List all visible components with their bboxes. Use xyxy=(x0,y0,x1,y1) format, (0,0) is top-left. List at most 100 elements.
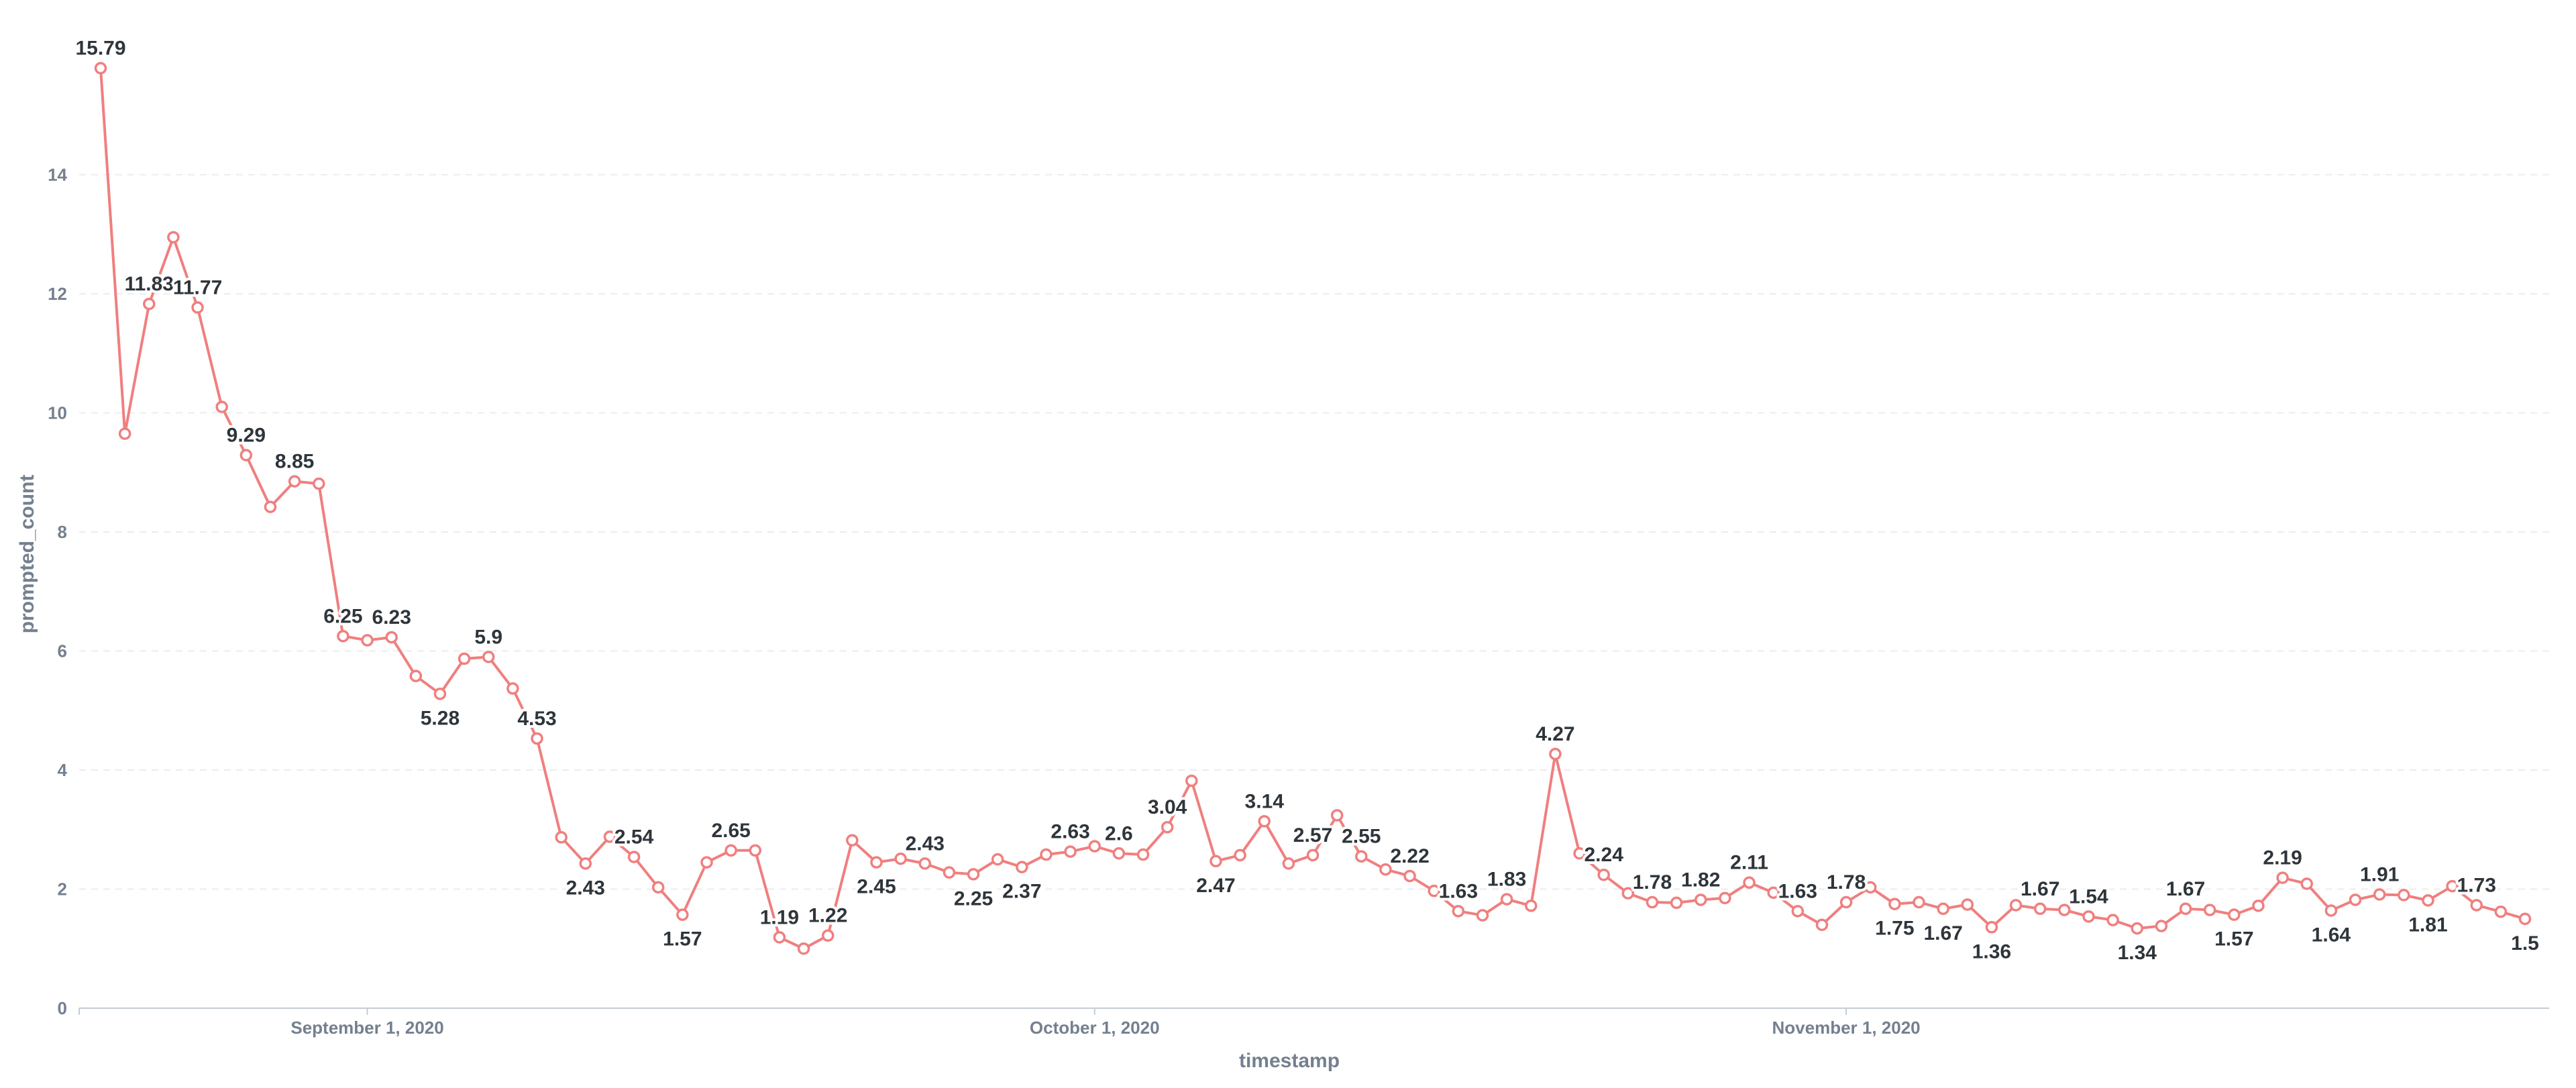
data-point[interactable] xyxy=(2009,899,2023,912)
data-point[interactable] xyxy=(676,908,689,921)
data-point[interactable] xyxy=(1694,893,1707,906)
data-point[interactable] xyxy=(2373,888,2386,901)
data-point[interactable] xyxy=(1040,848,1053,861)
data-point[interactable] xyxy=(2203,904,2216,916)
data-point[interactable] xyxy=(2252,900,2265,912)
data-point[interactable] xyxy=(361,634,374,647)
data-point[interactable] xyxy=(1646,895,1659,909)
data-point[interactable] xyxy=(821,929,835,942)
data-point[interactable] xyxy=(918,857,932,870)
data-point[interactable] xyxy=(2058,904,2071,916)
data-point[interactable] xyxy=(1185,774,1198,787)
data-point[interactable] xyxy=(1282,857,1295,870)
data-point[interactable] xyxy=(337,630,350,643)
data-point[interactable] xyxy=(264,500,277,513)
data-point[interactable] xyxy=(2470,899,2483,912)
data-point[interactable] xyxy=(1961,898,1974,911)
data-point[interactable] xyxy=(555,831,568,844)
data-point[interactable] xyxy=(1937,902,1949,916)
data-point[interactable] xyxy=(1258,815,1271,828)
data-point[interactable] xyxy=(1815,918,1829,931)
data-point[interactable] xyxy=(2276,871,2289,884)
data-point[interactable] xyxy=(1016,861,1028,873)
data-point[interactable] xyxy=(651,881,665,894)
data-point[interactable] xyxy=(1500,893,1513,906)
data-point[interactable] xyxy=(531,732,543,745)
data-point[interactable] xyxy=(2494,905,2508,918)
data-point[interactable] xyxy=(797,942,810,955)
data-point[interactable] xyxy=(1064,845,1077,858)
data-point[interactable] xyxy=(749,844,762,857)
data-point[interactable] xyxy=(1234,849,1246,862)
data-point[interactable] xyxy=(215,400,228,413)
data-point[interactable] xyxy=(2446,879,2459,893)
data-point[interactable] xyxy=(603,830,616,843)
data-point[interactable] xyxy=(1743,876,1756,889)
data-point[interactable] xyxy=(2422,894,2434,907)
data-point[interactable] xyxy=(1670,896,1683,910)
data-point[interactable] xyxy=(1136,848,1150,861)
data-point[interactable] xyxy=(1864,881,1877,894)
data-point[interactable] xyxy=(1985,921,1998,934)
data-point[interactable] xyxy=(1767,886,1780,900)
data-point[interactable] xyxy=(191,301,204,314)
data-point[interactable] xyxy=(967,868,980,881)
data-point[interactable] xyxy=(2349,893,2362,906)
data-point[interactable] xyxy=(2033,902,2047,916)
data-point[interactable] xyxy=(385,631,398,644)
data-point[interactable] xyxy=(1088,840,1101,853)
data-point[interactable] xyxy=(458,652,471,665)
data-point[interactable] xyxy=(2131,922,2144,935)
data-point[interactable] xyxy=(773,931,786,944)
data-point[interactable] xyxy=(506,682,519,695)
data-point[interactable] xyxy=(2324,904,2338,917)
data-point[interactable] xyxy=(2082,910,2095,923)
data-point[interactable] xyxy=(1913,895,1925,909)
data-point[interactable] xyxy=(313,477,325,490)
data-point[interactable] xyxy=(1476,909,1489,922)
data-point[interactable] xyxy=(991,853,1004,866)
data-point[interactable] xyxy=(288,475,301,488)
data-point[interactable] xyxy=(1452,905,1465,918)
data-point[interactable] xyxy=(1839,895,1853,909)
data-point[interactable] xyxy=(579,857,592,870)
data-point[interactable] xyxy=(94,62,107,74)
data-point[interactable] xyxy=(1330,809,1344,822)
data-point[interactable] xyxy=(2179,902,2192,916)
data-point[interactable] xyxy=(482,651,495,663)
data-point[interactable] xyxy=(1573,847,1586,860)
data-point[interactable] xyxy=(2300,877,2313,890)
data-point[interactable] xyxy=(239,449,253,461)
data-point[interactable] xyxy=(2398,889,2410,902)
data-point[interactable] xyxy=(1525,900,1538,912)
data-point[interactable] xyxy=(1210,855,1222,868)
data-point[interactable] xyxy=(433,688,447,700)
data-point[interactable] xyxy=(1549,747,1562,761)
data-point[interactable] xyxy=(409,669,423,683)
data-point[interactable] xyxy=(1112,847,1126,860)
data-point[interactable] xyxy=(894,852,907,865)
data-point[interactable] xyxy=(1306,849,1320,862)
data-point[interactable] xyxy=(846,834,859,847)
data-point[interactable] xyxy=(943,866,956,879)
data-point[interactable] xyxy=(118,427,131,440)
data-point[interactable] xyxy=(1355,850,1368,863)
data-point[interactable] xyxy=(1888,897,1901,910)
data-point[interactable] xyxy=(167,231,180,243)
data-point[interactable] xyxy=(1161,820,1174,834)
data-point[interactable] xyxy=(700,856,713,869)
data-point[interactable] xyxy=(2155,920,2168,932)
data-point[interactable] xyxy=(724,844,737,857)
data-point[interactable] xyxy=(870,856,883,869)
data-point[interactable] xyxy=(1719,891,1731,905)
data-point[interactable] xyxy=(1379,863,1392,876)
data-point[interactable] xyxy=(2228,908,2241,921)
data-point[interactable] xyxy=(2518,912,2532,926)
data-point[interactable] xyxy=(1597,868,1610,881)
data-point[interactable] xyxy=(143,297,156,311)
data-point[interactable] xyxy=(627,851,641,863)
data-point[interactable] xyxy=(1403,869,1416,883)
data-point[interactable] xyxy=(1621,887,1635,900)
data-point[interactable] xyxy=(2106,914,2119,926)
data-point[interactable] xyxy=(1428,884,1440,897)
